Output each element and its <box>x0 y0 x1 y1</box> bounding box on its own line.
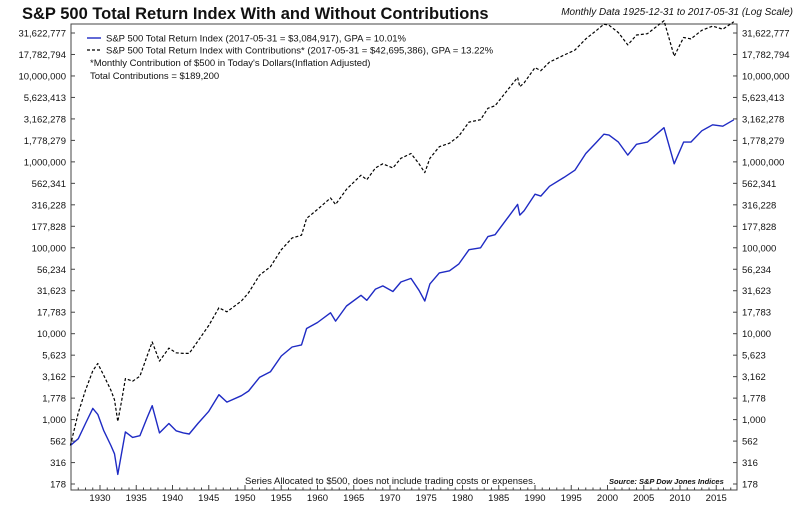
x-tick-label: 1945 <box>198 493 219 504</box>
y-tick-label-right: 5,623,413 <box>742 93 784 104</box>
x-tick-label: 1980 <box>452 493 473 504</box>
x-tick-label: 1975 <box>416 493 437 504</box>
y-tick-label-left: 316 <box>50 458 66 469</box>
y-tick-label-left: 1,778 <box>42 394 66 405</box>
y-tick-label-right: 5,623 <box>742 351 766 362</box>
y-tick-label-right: 17,783 <box>742 308 771 319</box>
y-tick-label-right: 1,778,279 <box>742 136 784 147</box>
total-contributions-note: Total Contributions = $189,200 <box>90 71 219 82</box>
y-tick-label-left: 562,341 <box>32 179 66 190</box>
y-tick-label-left: 3,162,278 <box>24 114 66 125</box>
x-tick-label: 1930 <box>89 493 110 504</box>
x-tick-label: 1955 <box>271 493 292 504</box>
legend-label-with-contributions: S&P 500 Total Return Index with Contribu… <box>106 46 494 57</box>
chart-title: S&P 500 Total Return Index With and With… <box>22 5 489 23</box>
x-tick-label: 2000 <box>597 493 618 504</box>
x-axis: 1930 1935 1940 1945 1950 1955 1960 1965 1970 1975… <box>70 485 732 504</box>
y-tick-label-right: 316,228 <box>742 200 776 211</box>
y-tick-label-right: 10,000,000 <box>742 71 790 82</box>
legend: S&P 500 Total Return Index (2017-05-31 =… <box>87 34 494 82</box>
x-tick-label: 1960 <box>307 493 328 504</box>
y-tick-label-left: 17,782,794 <box>18 50 66 61</box>
y-axis-right: 178 316 562 1,000 1,778 3,162 5,623 10,000 17,78… <box>733 29 790 491</box>
y-tick-label-right: 562,341 <box>742 179 776 190</box>
y-tick-label-left: 31,623 <box>37 286 66 297</box>
x-tick-label: 2015 <box>706 493 727 504</box>
x-tick-label: 1940 <box>162 493 183 504</box>
y-tick-label-left: 1,778,279 <box>24 136 66 147</box>
y-tick-label-right: 56,234 <box>742 265 771 276</box>
x-tick-label: 1935 <box>126 493 147 504</box>
y-tick-label-right: 3,162,278 <box>742 114 784 125</box>
y-tick-label-left: 5,623 <box>42 351 66 362</box>
y-tick-label-left: 100,000 <box>32 243 66 254</box>
y-tick-label-right: 31,623 <box>742 286 771 297</box>
footnote: Series Allocated to $500, does not inclu… <box>245 476 535 487</box>
x-tick-label: 1970 <box>379 493 400 504</box>
plot-frame <box>70 23 738 491</box>
legend-label-total-return: S&P 500 Total Return Index (2017-05-31 =… <box>106 34 407 45</box>
series-line-with-contributions <box>69 20 735 446</box>
x-tick-label: 2005 <box>633 493 654 504</box>
y-tick-label-left: 5,623,413 <box>24 93 66 104</box>
y-axis-left: 178 316 562 1,000 1,778 3,162 5,623 10,000 17,78… <box>18 29 75 491</box>
series-line-total-return <box>69 119 735 476</box>
y-tick-label-left: 3,162 <box>42 372 66 383</box>
x-tick-label: 1985 <box>488 493 509 504</box>
y-tick-label-right: 100,000 <box>742 243 776 254</box>
y-tick-label-right: 1,000 <box>742 415 766 426</box>
y-tick-label-right: 1,778 <box>742 394 766 405</box>
y-tick-label-left: 1,000 <box>42 415 66 426</box>
y-tick-label-right: 1,000,000 <box>742 157 784 168</box>
y-tick-label-left: 1,000,000 <box>24 157 66 168</box>
x-tick-label: 1995 <box>561 493 582 504</box>
y-tick-label-right: 3,162 <box>742 372 766 383</box>
y-tick-label-left: 178 <box>50 480 66 491</box>
y-tick-label-right: 178 <box>742 480 758 491</box>
y-tick-label-left: 31,622,777 <box>18 29 66 40</box>
y-tick-label-right: 31,622,777 <box>742 29 790 40</box>
source-note: Source: S&P Dow Jones Indices <box>609 477 724 486</box>
x-tick-label: 2010 <box>669 493 690 504</box>
y-tick-label-left: 177,828 <box>32 222 66 233</box>
series-layer <box>69 20 735 476</box>
y-tick-label-left: 17,783 <box>37 308 66 319</box>
x-tick-label: 1965 <box>343 493 364 504</box>
y-tick-label-right: 316 <box>742 458 758 469</box>
contribution-note: *Monthly Contribution of $500 in Today's… <box>90 58 370 69</box>
y-tick-label-right: 177,828 <box>742 222 776 233</box>
y-tick-label-left: 10,000 <box>37 329 66 340</box>
chart-subtitle: Monthly Data 1925-12-31 to 2017-05-31 (L… <box>561 7 793 18</box>
y-tick-label-right: 17,782,794 <box>742 50 790 61</box>
y-tick-label-right: 10,000 <box>742 329 771 340</box>
y-tick-label-left: 56,234 <box>37 265 66 276</box>
y-tick-label-left: 10,000,000 <box>18 71 66 82</box>
y-tick-label-left: 562 <box>50 437 66 448</box>
y-tick-label-right: 562 <box>742 437 758 448</box>
y-tick-label-left: 316,228 <box>32 200 66 211</box>
x-tick-label: 1990 <box>524 493 545 504</box>
x-tick-label: 1950 <box>234 493 255 504</box>
